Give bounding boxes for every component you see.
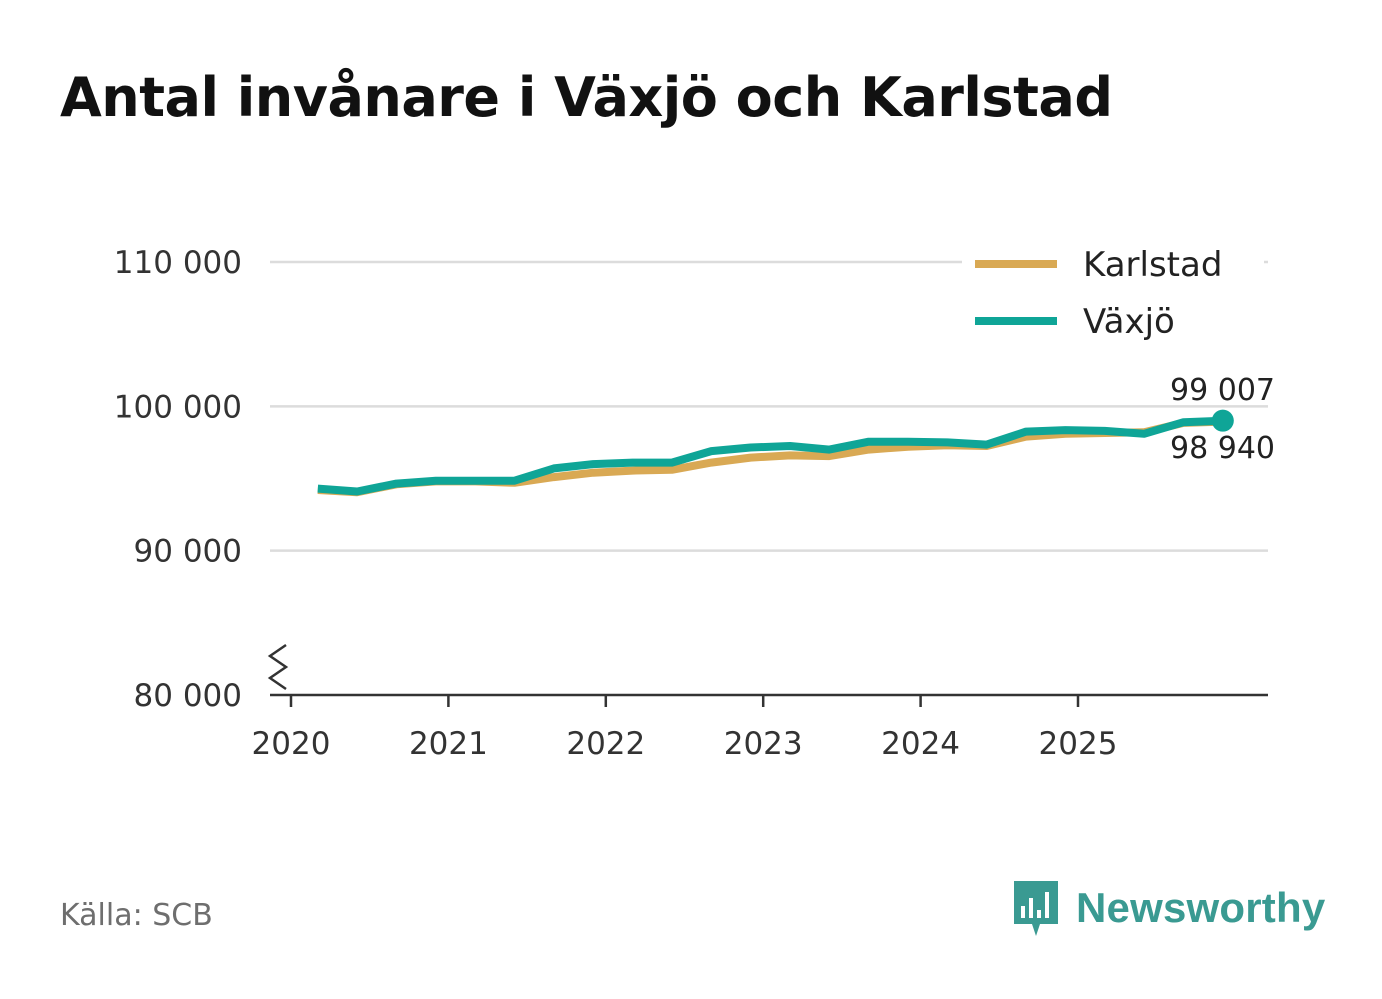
y-tick-label: 80 000: [134, 678, 242, 714]
source-note: Källa: SCB: [60, 898, 213, 933]
end-label-vaxjo: 99 007: [1170, 373, 1275, 408]
y-tick-label: 100 000: [114, 389, 242, 425]
x-tick-label: 2023: [724, 726, 803, 762]
series-line-v-xj-: [317, 416, 1223, 496]
legend-label: Växjö: [1083, 302, 1175, 342]
y-axis-ticks: 80 000 90 000 100 000 110 000: [114, 245, 242, 714]
x-tick-label: 2024: [881, 726, 960, 762]
y-tick-label: 110 000: [114, 245, 242, 281]
x-axis: [267, 643, 1268, 697]
legend-background: [962, 236, 1264, 354]
x-tick-label: 2025: [1039, 726, 1118, 762]
x-tick-label: 2021: [409, 726, 488, 762]
end-point-marker: [1211, 409, 1234, 432]
axis-break-icon: [267, 643, 289, 691]
newsworthy-logo-icon: [1014, 881, 1058, 936]
legend: Karlstad Växjö: [962, 236, 1264, 354]
x-tick-label: 2020: [252, 726, 331, 762]
brand-logo: Newsworthy: [1010, 878, 1325, 938]
x-axis-ticks: 2020 2021 2022 2023 2024 2025: [252, 695, 1118, 762]
end-label-karlstad: 98 940: [1170, 431, 1275, 466]
series-lines: [317, 409, 1234, 497]
y-tick-label: 90 000: [134, 534, 242, 570]
legend-label: Karlstad: [1083, 245, 1222, 285]
x-tick-label: 2022: [566, 726, 645, 762]
brand-name: Newsworthy: [1076, 884, 1326, 931]
chart-title: Antal invånare i Växjö och Karlstad: [60, 66, 1113, 129]
end-labels: 99 007 98 940: [1170, 373, 1275, 466]
